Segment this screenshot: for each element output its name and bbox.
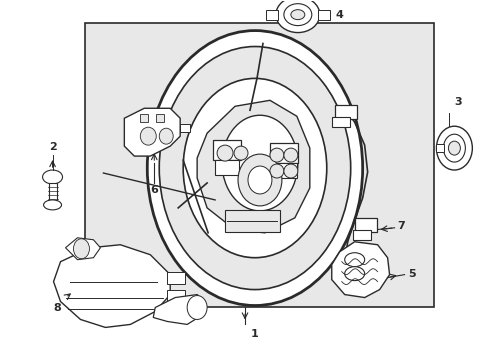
Bar: [156, 114, 164, 122]
Polygon shape: [124, 108, 180, 156]
Bar: [436, 144, 444, 152]
Bar: [224, 210, 279, 232]
Ellipse shape: [147, 31, 362, 306]
Bar: [140, 114, 148, 122]
Ellipse shape: [42, 170, 62, 184]
Bar: [331, 117, 349, 127]
Text: 8: 8: [54, 302, 61, 312]
Text: 6: 6: [150, 185, 158, 195]
Bar: [215, 160, 239, 175]
Bar: [167, 289, 185, 302]
Ellipse shape: [43, 200, 61, 210]
Ellipse shape: [234, 146, 247, 160]
Bar: [48, 183, 57, 203]
Text: 3: 3: [454, 97, 461, 107]
Bar: [85, 23, 433, 306]
Polygon shape: [53, 245, 170, 328]
Ellipse shape: [187, 296, 207, 319]
Ellipse shape: [159, 46, 350, 289]
Bar: [180, 124, 190, 132]
Bar: [265, 10, 277, 20]
Ellipse shape: [269, 148, 284, 162]
Ellipse shape: [238, 154, 281, 206]
Ellipse shape: [436, 126, 471, 170]
Ellipse shape: [447, 141, 459, 155]
Bar: [269, 143, 297, 163]
Polygon shape: [153, 294, 204, 324]
Bar: [317, 10, 329, 20]
Ellipse shape: [247, 166, 271, 194]
Bar: [354, 218, 376, 232]
Ellipse shape: [284, 148, 297, 162]
Polygon shape: [65, 238, 100, 260]
Text: 4: 4: [335, 10, 343, 20]
Ellipse shape: [269, 164, 284, 178]
Ellipse shape: [290, 10, 304, 20]
Text: 7: 7: [397, 221, 405, 231]
Ellipse shape: [443, 134, 465, 162]
Bar: [167, 272, 185, 284]
Ellipse shape: [217, 145, 233, 161]
Polygon shape: [331, 242, 389, 298]
Ellipse shape: [275, 0, 319, 32]
Ellipse shape: [284, 164, 297, 178]
Bar: [213, 140, 241, 160]
Bar: [334, 105, 356, 119]
Text: 1: 1: [250, 329, 258, 339]
Ellipse shape: [159, 128, 173, 144]
Ellipse shape: [284, 4, 311, 26]
Ellipse shape: [73, 239, 89, 259]
Ellipse shape: [183, 78, 326, 258]
Bar: [272, 163, 296, 178]
Text: 5: 5: [407, 269, 414, 279]
Ellipse shape: [222, 115, 297, 211]
Polygon shape: [197, 100, 309, 233]
Ellipse shape: [344, 267, 364, 280]
Text: 2: 2: [49, 142, 56, 152]
Ellipse shape: [344, 253, 364, 267]
Ellipse shape: [140, 127, 156, 145]
Bar: [352, 230, 370, 240]
